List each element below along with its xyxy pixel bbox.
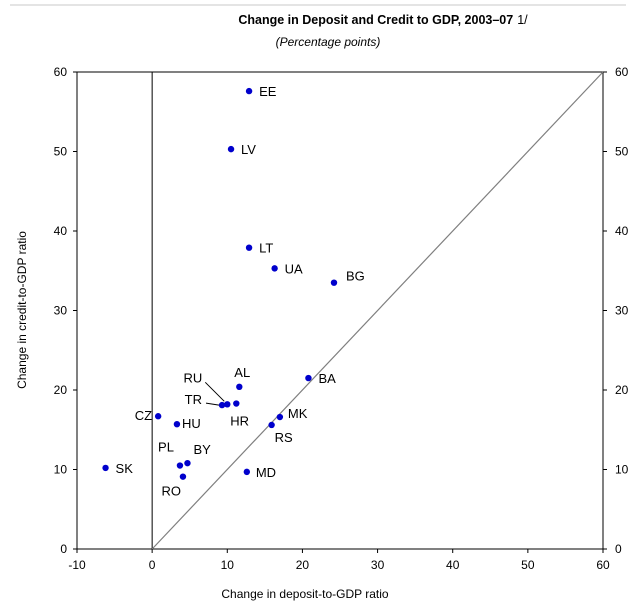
data-label-ba: BA	[318, 371, 336, 386]
data-point-by	[184, 459, 191, 467]
data-point-tr	[218, 401, 226, 409]
x-tick-label: 20	[296, 558, 310, 572]
x-tick-label: 50	[521, 558, 535, 572]
x-tick-label: 0	[149, 558, 156, 572]
data-label-ee: EE	[259, 84, 277, 99]
data-point-hu	[173, 420, 181, 428]
y-tick-label: 10	[54, 463, 68, 477]
marks-layer: EE LV LT UA BG BA AL RU TR HR MK RS CZ HU SK PL BY RO MD	[102, 84, 365, 499]
data-label-rs: RS	[275, 430, 293, 445]
y-tick-label: 20	[54, 383, 68, 397]
data-point-pl	[176, 462, 184, 469]
data-label-al: AL	[234, 365, 250, 380]
y-axis-label: Change in credit-to-GDP ratio	[15, 231, 29, 389]
reference-line-45deg	[151, 71, 604, 550]
plot-frame	[76, 71, 604, 550]
y-right-tick-label: 50	[615, 145, 629, 159]
data-label-hr: HR	[230, 414, 249, 429]
x-tick-label: -10	[68, 558, 86, 572]
data-label-by: BY	[193, 442, 211, 457]
data-point-rs	[268, 421, 275, 429]
y-right-tick-label: 20	[615, 383, 629, 397]
data-point-ro	[179, 473, 187, 480]
data-label-lv: LV	[241, 142, 256, 157]
data-label-lt: LT	[259, 241, 273, 256]
data-point-ee	[245, 87, 253, 95]
y-tick-label: 0	[60, 542, 67, 556]
data-point-hr	[233, 400, 240, 407]
data-point-mk	[276, 413, 284, 421]
chart-title: Change in Deposit and Credit to GDP, 200…	[238, 13, 528, 27]
data-label-cz: CZ	[135, 408, 152, 423]
chart-subtitle: (Percentage points)	[276, 35, 381, 49]
y-right-tick-label: 30	[615, 304, 629, 318]
data-point-lv	[227, 145, 235, 153]
data-point-lt	[245, 244, 253, 251]
x-tick-label: 10	[221, 558, 235, 572]
data-point-md	[243, 468, 251, 476]
data-point-ua	[271, 265, 278, 272]
data-point-sk	[102, 464, 109, 472]
axes-layer: -10 0 10 20 30 40 50 60010203040506001020304050…	[54, 65, 629, 572]
data-point-ba	[305, 374, 312, 382]
data-point-cz	[154, 413, 162, 420]
y-tick-label: 40	[54, 224, 68, 238]
leader-line-ru	[204, 381, 225, 402]
y-tick-label: 60	[54, 65, 68, 79]
x-tick-label: 60	[596, 558, 610, 572]
data-label-sk: SK	[116, 461, 134, 476]
y-right-tick-label: 0	[615, 542, 622, 556]
x-tick-label: 40	[446, 558, 460, 572]
y-tick-label: 30	[54, 304, 68, 318]
data-label-hu: HU	[182, 416, 201, 431]
x-axis-label: Change in deposit-to-GDP ratio	[221, 587, 389, 601]
data-label-tr: TR	[185, 392, 202, 407]
data-label-ua: UA	[285, 261, 303, 276]
data-point-ru	[224, 401, 231, 408]
y-right-tick-label: 10	[615, 463, 629, 477]
data-label-pl: PL	[158, 440, 174, 455]
leader-line-tr	[205, 402, 220, 406]
data-label-bg: BG	[346, 269, 365, 284]
y-right-tick-label: 60	[615, 65, 629, 79]
data-label-ro: RO	[161, 484, 181, 499]
x-tick-label: 30	[371, 558, 385, 572]
data-label-ru: RU	[184, 370, 203, 385]
data-label-md: MD	[256, 465, 276, 480]
y-right-tick-label: 40	[615, 224, 629, 238]
y-tick-label: 50	[54, 145, 68, 159]
data-label-mk: MK	[288, 406, 308, 421]
data-point-bg	[330, 279, 338, 286]
data-point-al	[236, 383, 243, 391]
